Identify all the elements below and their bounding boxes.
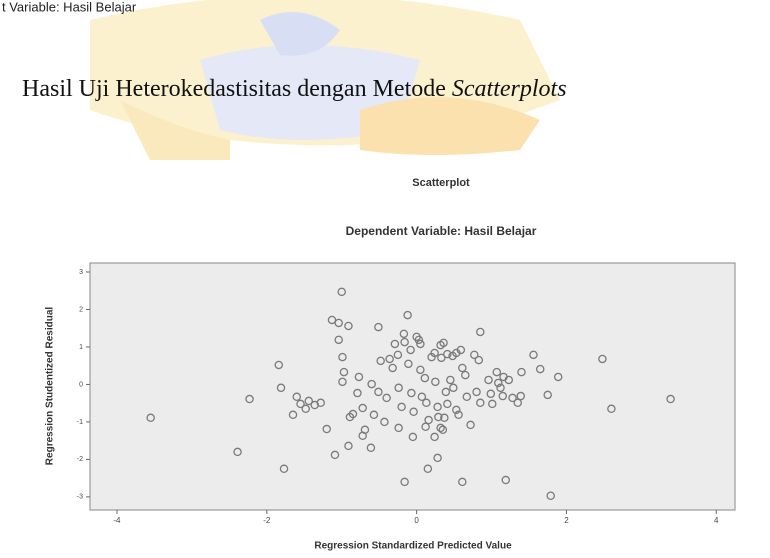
- x-tick-label: 4: [714, 516, 719, 525]
- x-tick-label: -2: [263, 516, 271, 525]
- document: t Variable: Hasil Belajar Hasil Uji Hete…: [0, 0, 770, 553]
- y-tick-label: -2: [77, 456, 83, 463]
- x-tick-label: -4: [113, 516, 121, 525]
- y-tick-label: 2: [79, 306, 83, 313]
- caption-italic: Scatterplots: [452, 76, 567, 102]
- x-tick-label: 0: [414, 516, 419, 525]
- header-fragment: t Variable: Hasil Belajar: [2, 0, 137, 14]
- y-tick-label: 3: [79, 269, 83, 276]
- y-tick-label: -3: [77, 494, 83, 501]
- page: t Variable: Hasil Belajar Hasil Uji Hete…: [0, 0, 770, 553]
- y-tick-label: 0: [79, 381, 83, 388]
- caption: Hasil Uji Heterokedastisitas dengan Meto…: [22, 76, 567, 102]
- y-tick-label: -1: [77, 419, 83, 426]
- x-axis-label: Regression Standardized Predicted Value: [314, 541, 512, 552]
- y-axis-label: Regression Studentized Residual: [45, 307, 56, 466]
- plot-area: [90, 263, 735, 510]
- y-tick-label: 1: [79, 344, 83, 351]
- caption-text: Hasil Uji Heterokedastisitas dengan Meto…: [22, 76, 446, 102]
- x-tick-label: 2: [564, 516, 569, 525]
- chart-subtitle: Dependent Variable: Hasil Belajar: [346, 224, 537, 238]
- chart-title: Scatterplot: [412, 177, 470, 189]
